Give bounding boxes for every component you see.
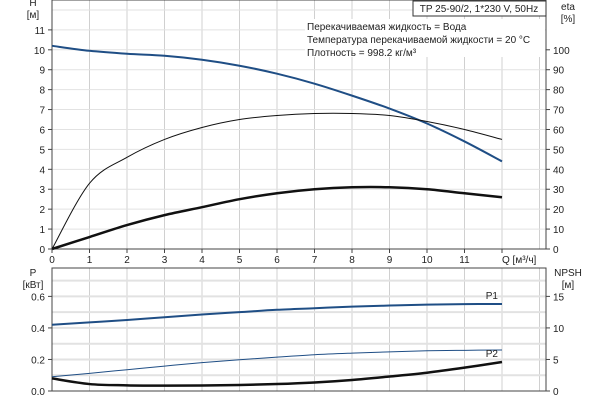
y2-axis-label: eta [561,2,575,13]
y2-axis-unit: [м] [562,280,575,291]
x-tick-label: 3 [162,255,168,266]
y2-tick-label: 10 [553,225,565,236]
y-tick-label: 0.6 [31,292,45,303]
series-line-1 [51,112,503,250]
y2-tick-label: 50 [553,145,565,156]
series-line-2 [51,185,503,251]
x-tick-label: 10 [421,255,433,266]
x-tick-label: 2 [124,255,130,266]
y-tick-label: 3 [39,185,45,196]
y2-axis-label: NPSH [554,268,582,279]
y2-tick-label: 15 [553,292,565,303]
annotation-bg [305,19,545,57]
y2-tick-label: 70 [553,106,565,117]
y-tick-label: 4 [39,165,45,176]
series-line-2 [51,360,503,387]
y-axis-label: H [29,0,36,9]
y2-tick-label: 100 [553,46,570,57]
y-tick-label: 0 [39,245,45,256]
y-tick-label: 0.2 [31,355,45,366]
y-axis-label: P [30,268,37,279]
annotation-text: Плотность = 998.2 кг/м³ [307,48,417,59]
y2-tick-label: 0 [553,245,559,256]
y2-tick-label: 80 [553,86,565,97]
x-tick-label: 4 [199,255,205,266]
y2-tick-label: 60 [553,125,565,136]
y-tick-label: 1 [39,225,45,236]
title-box [412,0,547,17]
y-tick-label: 0.0 [31,387,45,398]
y-tick-label: 7 [39,106,45,117]
plot-frame [51,0,547,250]
y2-tick-label: 90 [553,66,565,77]
y-tick-label: 11 [35,26,46,37]
x-tick-label: 7 [312,255,318,266]
y2-tick-label: 10 [553,324,565,335]
series-line-0 [51,44,503,163]
y2-tick-label: 40 [553,165,565,176]
x-tick-label: 0 [49,255,55,266]
annotation-text: Перекачиваемая жидкость = Вода [307,22,467,33]
series-label-P2: P2 [486,349,499,360]
y2-tick-label: 0 [553,387,559,398]
y2-tick-label: 30 [553,185,565,196]
x-tick-label: 8 [349,255,355,266]
y2-tick-label: 20 [553,205,565,216]
y-tick-label: 10 [34,46,46,57]
x-tick-label: 9 [387,255,393,266]
y2-axis-unit: [%] [561,14,576,25]
x-axis-label: Q [м³/ч] [502,255,537,266]
y-axis-unit: [м] [27,10,40,21]
y-axis-unit: [кВт] [23,280,44,291]
x-tick-label: 5 [237,255,243,266]
y-tick-label: 5 [39,145,45,156]
y-tick-label: 0.4 [31,324,45,335]
x-tick-label: 6 [274,255,280,266]
chart-title: TP 25-90/2, 1*230 V, 50Hz [420,4,538,15]
annotation-text: Температура перекачиваемой жидкости = 20… [307,35,530,46]
series-line-0 [51,302,503,326]
plot-frame [51,267,547,392]
y-tick-label: 9 [39,66,45,77]
series-label-P1: P1 [486,291,499,302]
series-line-1 [51,349,503,378]
y-tick-label: 6 [39,125,45,136]
y-tick-label: 2 [39,205,45,216]
y-tick-label: 8 [39,86,45,97]
y2-tick-label: 5 [553,355,559,366]
x-tick-label: 11 [459,255,470,266]
x-tick-label: 1 [87,255,93,266]
